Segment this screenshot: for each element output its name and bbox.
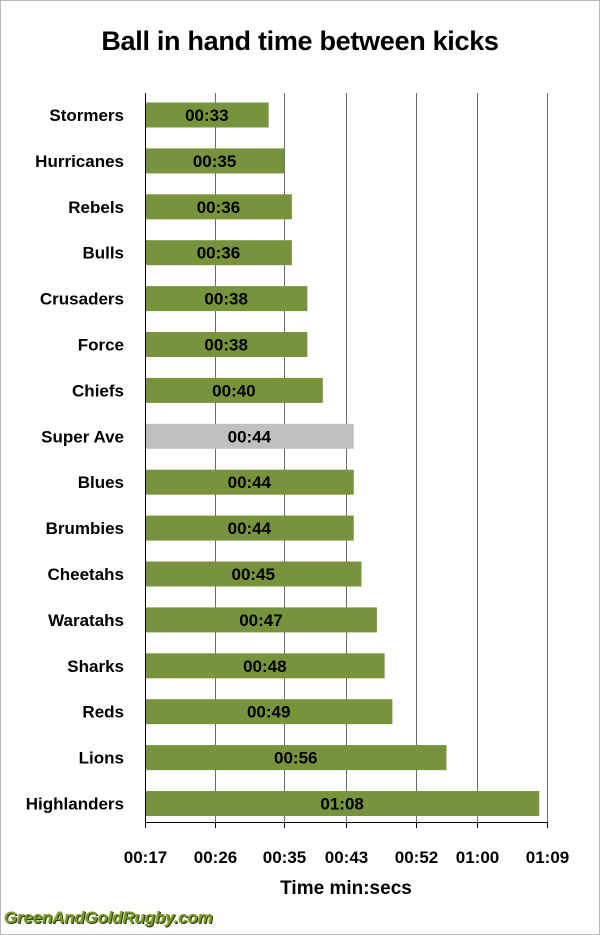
x-tick-label: 01:00 xyxy=(456,848,499,867)
bar-value-label: 00:45 xyxy=(231,565,274,584)
bar xyxy=(145,377,323,403)
bar-value-label: 00:56 xyxy=(274,749,317,768)
bar-value-label: 00:36 xyxy=(197,198,240,217)
category-label: Lions xyxy=(79,749,124,768)
category-label: Super Ave xyxy=(41,427,124,446)
bar xyxy=(145,423,354,449)
category-label: Waratahs xyxy=(48,611,124,630)
bar xyxy=(145,148,285,174)
bar-value-label: 00:44 xyxy=(228,427,272,446)
category-label: Crusaders xyxy=(40,290,124,309)
category-label: Chiefs xyxy=(72,381,124,400)
bar-value-label: 00:38 xyxy=(204,336,247,355)
bar-value-label: 00:36 xyxy=(197,244,240,263)
bar xyxy=(145,240,292,266)
bar-value-label: 01:08 xyxy=(320,795,363,814)
bar xyxy=(145,561,362,587)
x-tick-label: 00:43 xyxy=(325,848,368,867)
bar-value-label: 00:38 xyxy=(204,290,247,309)
bar-value-label: 00:49 xyxy=(247,703,290,722)
x-tick-label: 00:35 xyxy=(263,848,306,867)
x-tick-label: 01:09 xyxy=(526,848,569,867)
category-label: Stormers xyxy=(49,106,124,125)
category-label: Highlanders xyxy=(26,795,124,814)
bar-value-label: 00:44 xyxy=(228,473,272,492)
chart-title: Ball in hand time between kicks xyxy=(101,26,499,56)
category-label: Reds xyxy=(82,703,124,722)
watermark-logo: GreenAndGoldRugby.com xyxy=(4,908,213,927)
bar xyxy=(145,194,292,220)
category-label: Hurricanes xyxy=(35,152,124,171)
category-label: Cheetahs xyxy=(47,565,124,584)
category-label: Sharks xyxy=(67,657,124,676)
bar xyxy=(145,102,269,128)
bar xyxy=(145,469,354,495)
bar-value-label: 00:40 xyxy=(212,381,255,400)
category-label: Rebels xyxy=(68,198,124,217)
bar xyxy=(145,515,354,541)
category-label: Bulls xyxy=(82,244,124,263)
bar xyxy=(145,607,377,633)
bar-value-label: 00:44 xyxy=(228,519,272,538)
bar xyxy=(145,332,308,357)
x-tick-label: 00:17 xyxy=(124,848,167,867)
x-axis-title: Time min:secs xyxy=(280,878,412,899)
bar-value-label: 00:48 xyxy=(243,657,286,676)
bar xyxy=(145,745,447,771)
category-label: Blues xyxy=(78,473,124,492)
bar xyxy=(145,791,540,816)
x-tick-label: 00:26 xyxy=(194,848,237,867)
bar xyxy=(145,286,308,312)
x-tick-label: 00:52 xyxy=(395,848,438,867)
category-label: Brumbies xyxy=(46,519,124,538)
bar-value-label: 00:47 xyxy=(239,611,282,630)
category-label: Force xyxy=(78,336,124,355)
bar xyxy=(145,699,393,725)
bar-value-label: 00:33 xyxy=(185,106,228,125)
bar-value-label: 00:35 xyxy=(193,152,236,171)
bar xyxy=(145,653,385,679)
